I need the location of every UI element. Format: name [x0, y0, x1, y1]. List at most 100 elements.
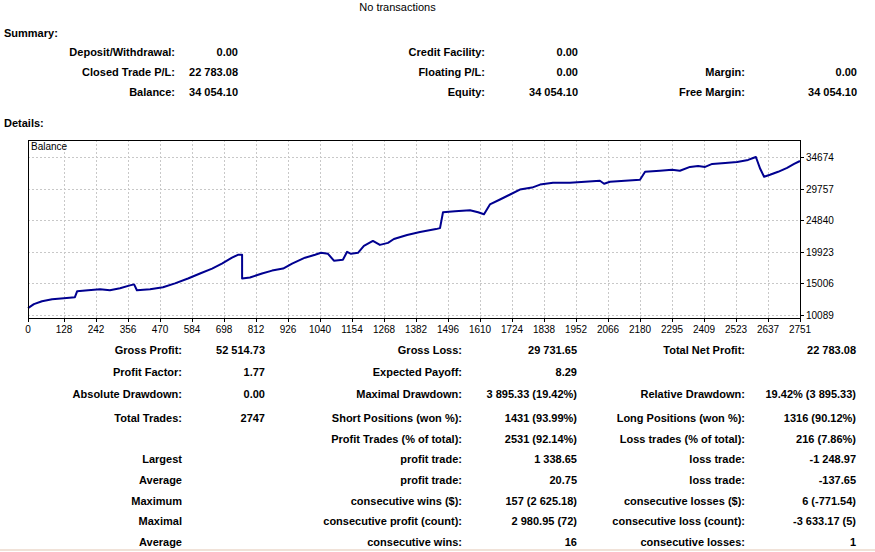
no-transactions-note: No transactions — [0, 1, 795, 13]
x-tick-label: 128 — [56, 324, 73, 335]
summary-value: 34 054.10 — [485, 86, 578, 98]
profit-stat-value: 1.77 — [182, 366, 265, 378]
trade-stat-label: Total Trades: — [0, 412, 182, 424]
x-tick-label: 698 — [216, 324, 233, 335]
profit-stat-label: Profit Factor: — [0, 366, 182, 378]
summary-value: 0.00 — [485, 46, 578, 58]
trade-stat-row: Total Trades:2747Short Positions (won %)… — [0, 412, 875, 427]
trade-stat-value: -3 633.17 (5) — [745, 515, 856, 527]
trade-stat-label: Average — [0, 474, 182, 486]
profit-stat-label: Absolute Drawdown: — [0, 388, 182, 400]
trade-stat-value: 1 — [745, 536, 856, 548]
x-tick-label: 1382 — [405, 324, 428, 335]
x-tick-label: 926 — [280, 324, 297, 335]
profit-stat-label: Relative Drawdown: — [570, 388, 745, 400]
x-tick-label: 2295 — [661, 324, 684, 335]
x-tick-label: 1496 — [437, 324, 460, 335]
profit-stat-label: Gross Loss: — [255, 344, 462, 356]
trade-stat-label: Short Positions (won %): — [255, 412, 462, 424]
trade-stat-label: Profit Trades (% of total): — [255, 433, 462, 445]
summary-row: Deposit/Withdrawal:0.00Credit Facility:0… — [0, 46, 875, 61]
trade-stat-value: 216 (7.86%) — [745, 433, 856, 445]
trade-stat-label: profit trade: — [255, 474, 462, 486]
trade-stat-row: Maximumconsecutive wins ($):157 (2 625.1… — [0, 495, 875, 510]
y-tick-label: 10089 — [806, 310, 834, 321]
trade-stat-row: Maximalconsecutive profit (count):2 980.… — [0, 515, 875, 530]
strategy-tester-report: No transactions Summary: Deposit/Withdra… — [0, 0, 875, 552]
trade-stat-label: consecutive profit (count): — [255, 515, 462, 527]
y-tick-label: 19923 — [806, 247, 834, 258]
balance-chart-canvas: 0128242356470584698812926104011541268138… — [0, 136, 875, 341]
x-tick-label: 356 — [120, 324, 137, 335]
trade-stat-label: consecutive wins: — [255, 536, 462, 548]
x-tick-label: 0 — [25, 324, 31, 335]
y-tick-label: 34674 — [806, 152, 834, 163]
trade-stat-label: consecutive wins ($): — [255, 495, 462, 507]
trade-stat-value: 2747 — [182, 412, 265, 424]
trade-stat-value: 6 (-771.54) — [745, 495, 856, 507]
trade-stat-label: profit trade: — [255, 453, 462, 465]
summary-label: Closed Trade P/L: — [0, 66, 175, 78]
trade-stat-value: 16 — [462, 536, 577, 548]
summary-value: 22 783.08 — [175, 66, 238, 78]
profit-stat-label: Expected Payoff: — [255, 366, 462, 378]
trade-stat-value: 1 338.65 — [462, 453, 577, 465]
summary-row: Balance:34 054.10Equity:34 054.10Free Ma… — [0, 86, 875, 101]
summary-value: 0.00 — [485, 66, 578, 78]
summary-value: 0.00 — [175, 46, 238, 58]
trade-stat-label: Maximal — [0, 515, 182, 527]
trade-stat-row: Profit Trades (% of total):2531 (92.14%)… — [0, 433, 875, 448]
x-tick-label: 584 — [184, 324, 201, 335]
x-tick-label: 2637 — [757, 324, 780, 335]
profit-stat-label: Total Net Profit: — [570, 344, 745, 356]
summary-label: Floating P/L: — [300, 66, 485, 78]
x-tick-label: 2066 — [597, 324, 620, 335]
x-tick-label: 1040 — [309, 324, 332, 335]
trade-stat-value: -137.65 — [745, 474, 856, 486]
x-tick-label: 242 — [88, 324, 105, 335]
trade-stat-label: consecutive losses ($): — [570, 495, 745, 507]
window-bottom-edge — [0, 549, 875, 551]
y-tick-label: 24840 — [806, 215, 834, 226]
x-tick-label: 1724 — [501, 324, 524, 335]
trade-stat-value: -1 248.97 — [745, 453, 856, 465]
x-tick-label: 812 — [248, 324, 265, 335]
trade-stat-label: loss trade: — [570, 474, 745, 486]
summary-label: Balance: — [0, 86, 175, 98]
summary-label: Margin: — [620, 66, 745, 78]
x-tick-label: 2751 — [789, 324, 812, 335]
trade-stat-value: 1431 (93.99%) — [462, 412, 577, 424]
x-tick-label: 2523 — [725, 324, 748, 335]
profit-stat-value: 0.00 — [182, 388, 265, 400]
profit-stat-value: 29 731.65 — [462, 344, 577, 356]
profit-stat-value: 19.42% (3 895.33) — [745, 388, 856, 400]
chart-plot-area — [28, 140, 800, 318]
x-tick-label: 1268 — [373, 324, 396, 335]
profit-stat-row: Profit Factor:1.77Expected Payoff:8.29 — [0, 366, 875, 381]
balance-chart: 0128242356470584698812926104011541268138… — [0, 136, 875, 341]
summary-section-title: Summary: — [4, 27, 58, 39]
trade-stat-value: 1316 (90.12%) — [745, 412, 856, 424]
profit-stat-label: Maximal Drawdown: — [255, 388, 462, 400]
summary-value: 0.00 — [745, 66, 857, 78]
trade-stat-label: Largest — [0, 453, 182, 465]
profit-stat-row: Absolute Drawdown:0.00Maximal Drawdown:3… — [0, 388, 875, 403]
chart-legend-balance: Balance — [31, 141, 67, 152]
trade-stat-row: Average profit trade:20.75loss trade:-137… — [0, 474, 875, 489]
trade-stat-label: Long Positions (won %): — [570, 412, 745, 424]
trade-stat-row: Largest profit trade:1 338.65loss trade:-… — [0, 453, 875, 468]
trade-stat-label: loss trade: — [570, 453, 745, 465]
x-tick-label: 1154 — [341, 324, 363, 335]
trade-stat-label: Average — [0, 536, 182, 548]
trade-stat-value: 20.75 — [462, 474, 577, 486]
trade-stat-value: 2531 (92.14%) — [462, 433, 577, 445]
summary-label: Equity: — [300, 86, 485, 98]
summary-label: Free Margin: — [620, 86, 745, 98]
profit-stat-row: Gross Profit:52 514.73Gross Loss:29 731.… — [0, 344, 875, 359]
x-tick-label: 2180 — [629, 324, 652, 335]
profit-stat-value: 52 514.73 — [182, 344, 265, 356]
summary-value: 34 054.10 — [175, 86, 238, 98]
details-section-title: Details: — [4, 117, 44, 129]
summary-label: Credit Facility: — [300, 46, 485, 58]
x-tick-label: 1952 — [565, 324, 588, 335]
